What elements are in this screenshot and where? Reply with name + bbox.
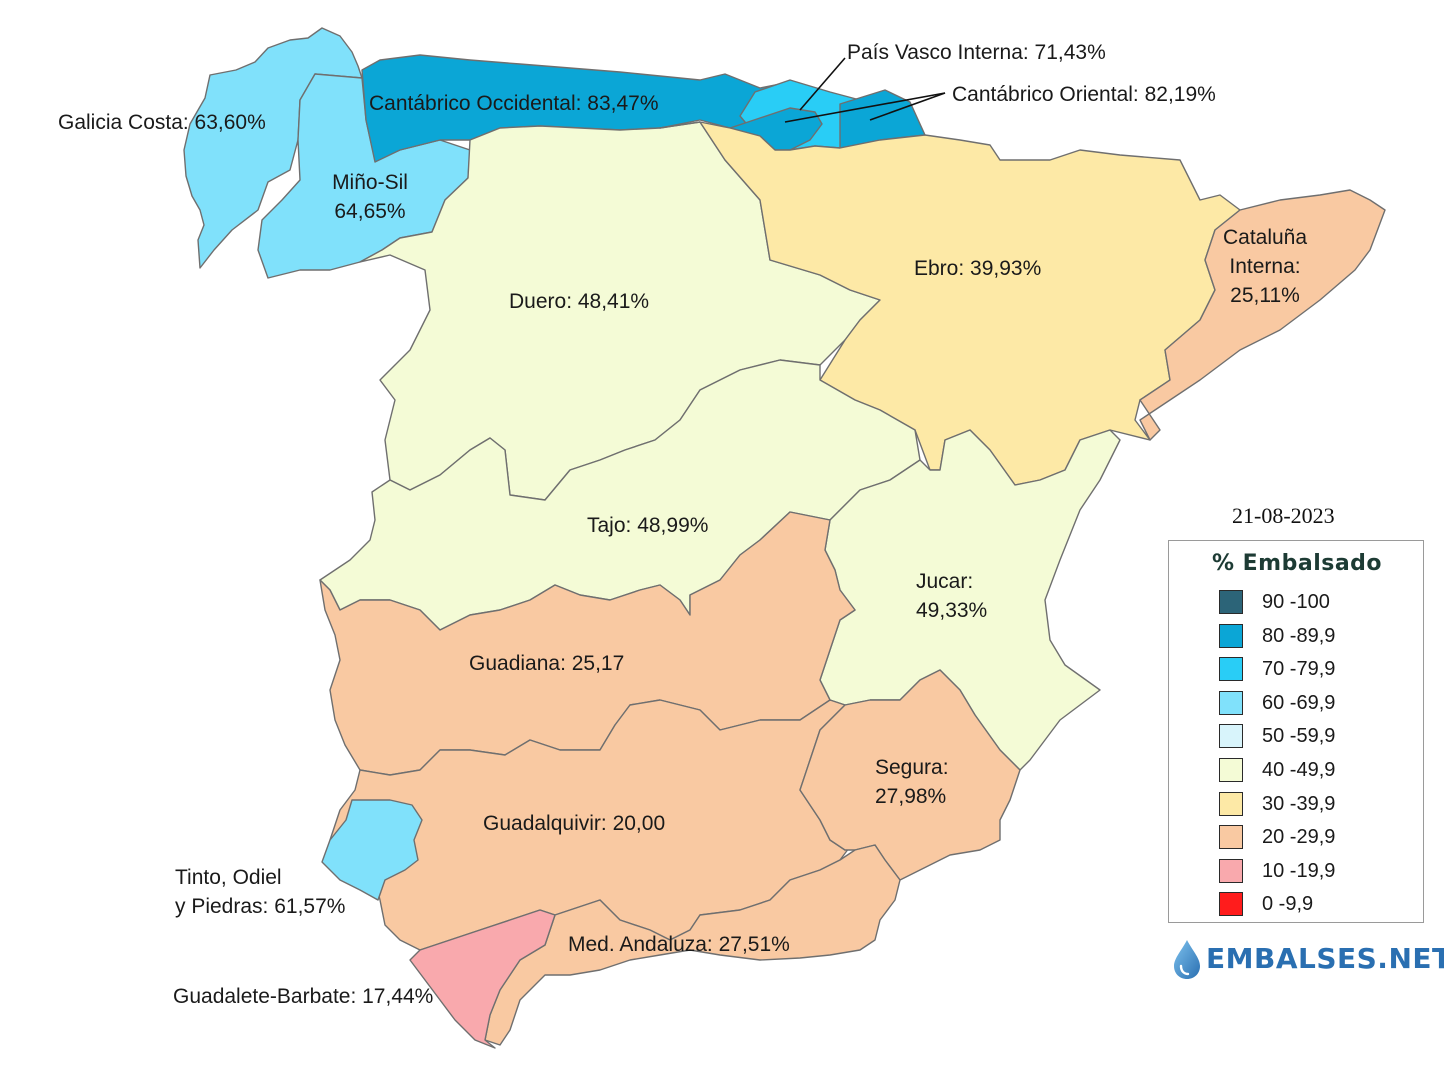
- legend-swatch: [1219, 690, 1243, 715]
- legend: % Embalsado 90 -100 80 -89,9 70 -79,9 60…: [1168, 540, 1424, 923]
- label-galicia-costa: Galicia Costa: 63,60%: [58, 111, 266, 134]
- legend-range-label: 30 -39,9: [1262, 792, 1336, 815]
- region-galicia-costa[interactable]: [183, 27, 363, 269]
- label-jucar-name: Jucar:: [916, 570, 974, 593]
- water-drop-icon: [1174, 940, 1200, 979]
- label-duero: Duero: 48,41%: [509, 290, 650, 313]
- label-cataluna-value: 25,11%: [1230, 284, 1300, 307]
- label-med-andaluza: Med. Andaluza: 27,51%: [568, 933, 790, 956]
- label-mino-sil-name: Miño-Sil: [332, 171, 408, 194]
- legend-swatch: [1219, 758, 1243, 782]
- region-guadalete-barbate[interactable]: [409, 909, 556, 1049]
- region-segura[interactable]: [799, 669, 1021, 881]
- legend-range-label: 70 -79,9: [1262, 658, 1336, 681]
- legend-swatch: [1219, 590, 1243, 614]
- label-tinto-odiel-piedras: Tinto, Odiel y Piedras: 61,57%: [175, 863, 345, 921]
- legend-range-label: 20 -29,9: [1262, 826, 1336, 849]
- leader-cantabrico-oriental-b: [869, 92, 946, 121]
- leader-pais-vasco: [799, 57, 846, 111]
- label-guadiana: Guadiana: 25,17: [469, 652, 625, 675]
- legend-swatch: [1219, 858, 1243, 883]
- label-pais-vasco-interna: País Vasco Interna: 71,43%: [847, 41, 1106, 64]
- label-mino-sil-value: 64,65%: [334, 200, 406, 223]
- legend-swatch: [1219, 724, 1243, 749]
- region-cataluna-interna[interactable]: [1139, 189, 1386, 441]
- label-jucar-value: 49,33%: [916, 599, 988, 622]
- label-mino-sil: Miño-Sil 64,65%: [310, 168, 430, 226]
- legend-range-label: 0 -9,9: [1262, 893, 1314, 916]
- label-guadalete-barbate: Guadalete-Barbate: 17,44%: [173, 985, 434, 1008]
- legend-range-label: 40 -49,9: [1262, 759, 1336, 781]
- label-cataluna-name-1: Cataluña: [1222, 226, 1308, 249]
- region-tinto-odiel-piedras[interactable]: [321, 799, 423, 901]
- label-cataluna-name-2: Interna:: [1229, 255, 1301, 278]
- legend-range-label: 90 -100: [1262, 591, 1330, 613]
- legend-swatch: [1219, 657, 1243, 682]
- label-cataluna-interna: Cataluña Interna: 25,11%: [1215, 223, 1315, 310]
- date-label: 21-08-2023: [1232, 503, 1335, 528]
- label-guadalquivir: Guadalquivir: 20,00: [483, 812, 666, 835]
- leader-cantabrico-oriental-a: [784, 92, 946, 123]
- label-tinto-value: y Piedras: 61,57%: [175, 895, 346, 918]
- label-tinto-name: Tinto, Odiel: [175, 866, 282, 889]
- legend-range-label: 50 -59,9: [1262, 725, 1336, 748]
- label-ebro: Ebro: 39,93%: [914, 257, 1042, 280]
- label-segura-value: 27,98%: [875, 785, 947, 808]
- label-segura-name: Segura:: [875, 756, 949, 779]
- legend-title: % Embalsado: [1211, 551, 1383, 576]
- region-med-andaluza[interactable]: [484, 844, 901, 1046]
- brand-name: EMBALSES.NET: [1206, 942, 1444, 975]
- legend-range-label: 80 -89,9: [1262, 624, 1336, 647]
- legend-swatch: [1219, 623, 1243, 648]
- label-jucar: Jucar: 49,33%: [916, 567, 987, 625]
- label-cantabrico-occidental: Cantábrico Occidental: 83,47%: [369, 92, 659, 115]
- label-cantabrico-oriental: Cantábrico Oriental: 82,19%: [952, 83, 1216, 106]
- legend-range-label: 60 -69,9: [1262, 691, 1336, 714]
- legend-swatch: [1219, 791, 1243, 816]
- legend-range-label: 10 -19,9: [1262, 859, 1336, 882]
- legend-swatch: [1219, 825, 1243, 850]
- label-segura: Segura: 27,98%: [875, 753, 949, 811]
- legend-swatch: [1219, 892, 1243, 917]
- label-tajo: Tajo: 48,99%: [587, 514, 709, 537]
